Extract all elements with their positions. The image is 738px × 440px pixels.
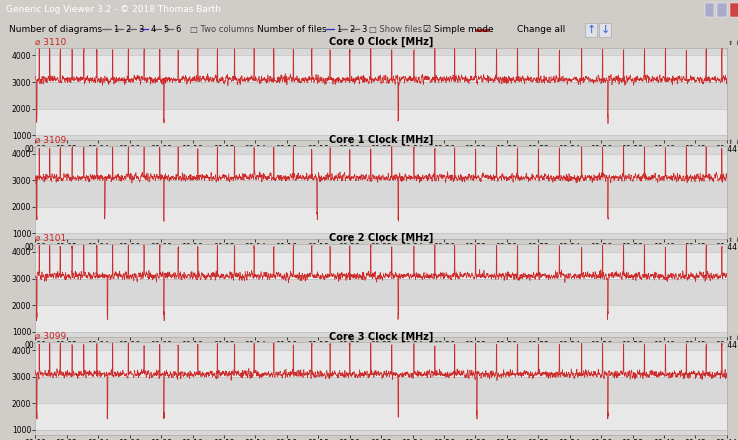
Bar — [35, 350, 727, 377]
Bar — [35, 305, 727, 332]
Title: Core 2 Clock [MHz]: Core 2 Clock [MHz] — [329, 233, 433, 243]
Title: Core 0 Clock [MHz]: Core 0 Clock [MHz] — [329, 37, 433, 47]
Text: Number of diagrams: Number of diagrams — [9, 26, 102, 34]
Bar — [35, 233, 727, 238]
Text: □ Show files: □ Show files — [369, 26, 422, 34]
FancyBboxPatch shape — [705, 3, 714, 17]
Bar — [35, 342, 727, 350]
Bar — [35, 109, 727, 135]
Bar — [35, 279, 727, 305]
Text: 5: 5 — [163, 26, 168, 34]
Text: ⌀ 3101: ⌀ 3101 — [35, 234, 66, 243]
FancyBboxPatch shape — [730, 3, 738, 17]
Text: ⌀ 3099: ⌀ 3099 — [35, 332, 66, 341]
Text: 3: 3 — [138, 26, 143, 34]
Bar — [35, 377, 727, 403]
Text: Generic Log Viewer 3.2 - © 2018 Thomas Barth: Generic Log Viewer 3.2 - © 2018 Thomas B… — [6, 5, 221, 15]
Bar — [35, 55, 727, 82]
FancyBboxPatch shape — [585, 22, 597, 37]
Text: 6: 6 — [176, 26, 181, 34]
Text: Number of files: Number of files — [257, 26, 326, 34]
Text: 1: 1 — [337, 26, 342, 34]
Text: ↓: ↓ — [601, 25, 610, 35]
Bar — [35, 48, 727, 55]
Bar — [35, 403, 727, 430]
Text: 1: 1 — [113, 26, 118, 34]
FancyBboxPatch shape — [599, 22, 611, 37]
Text: ⌀ 3109: ⌀ 3109 — [35, 136, 66, 145]
Bar — [35, 146, 727, 154]
FancyBboxPatch shape — [717, 3, 727, 17]
Bar — [35, 252, 727, 279]
Bar — [35, 135, 727, 140]
Text: ☑ Simple mode: ☑ Simple mode — [423, 26, 494, 34]
Bar — [35, 82, 727, 109]
Text: ⬆ ⬇  Core 1 Clock [MHz]  ▼: ⬆ ⬇ Core 1 Clock [MHz] ▼ — [728, 139, 738, 145]
Text: ⬆ ⬇  Core 3 Clock [MHz]  ▼: ⬆ ⬇ Core 3 Clock [MHz] ▼ — [728, 336, 738, 341]
Text: ⌀ 3110: ⌀ 3110 — [35, 37, 66, 47]
Text: 3: 3 — [362, 26, 367, 34]
Text: 2: 2 — [349, 26, 354, 34]
Bar — [35, 207, 727, 233]
Bar — [35, 430, 727, 435]
Text: ⬆ ⬇  Core 2 Clock [MHz]  ▼: ⬆ ⬇ Core 2 Clock [MHz] ▼ — [728, 238, 738, 243]
Text: □ Two columns: □ Two columns — [190, 26, 254, 34]
Text: ⬆ ⬇  Core 0 Clock [MHz]  ▼: ⬆ ⬇ Core 0 Clock [MHz] ▼ — [728, 41, 738, 47]
Text: ↑: ↑ — [587, 25, 596, 35]
Text: 2: 2 — [125, 26, 131, 34]
Text: 4: 4 — [151, 26, 156, 34]
Bar — [35, 180, 727, 207]
Title: Core 1 Clock [MHz]: Core 1 Clock [MHz] — [329, 135, 433, 145]
Title: Core 3 Clock [MHz]: Core 3 Clock [MHz] — [329, 331, 433, 342]
Bar — [35, 244, 727, 252]
Bar — [35, 154, 727, 180]
Text: Change all: Change all — [517, 26, 565, 34]
Bar — [35, 332, 727, 337]
